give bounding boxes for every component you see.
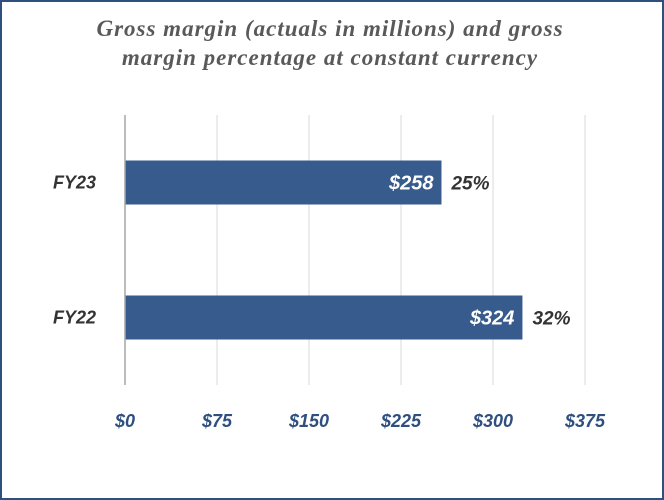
percent-label: 32%	[532, 309, 570, 330]
gridlines	[216, 115, 586, 385]
labels: $0 $75 $150 $225 $300 $375 FY23 $258 25% FY22 $324…	[53, 173, 606, 432]
bar	[125, 295, 523, 340]
bars	[125, 160, 523, 340]
data-label: $324	[469, 308, 515, 330]
category-label: FY22	[53, 308, 96, 328]
data-label: $258	[388, 173, 434, 195]
x-tick-label: $225	[380, 411, 422, 431]
x-tick-label: $75	[201, 411, 233, 431]
bar	[125, 160, 442, 205]
x-tick-label: $300	[472, 411, 513, 431]
percent-label: 25%	[450, 174, 489, 195]
x-tick-label: $0	[114, 411, 135, 431]
x-tick-label: $150	[288, 411, 329, 431]
x-tick-label: $375	[564, 411, 606, 431]
category-label: FY23	[53, 173, 96, 193]
chart-title: Gross margin (actuals in millions) and g…	[96, 16, 564, 70]
